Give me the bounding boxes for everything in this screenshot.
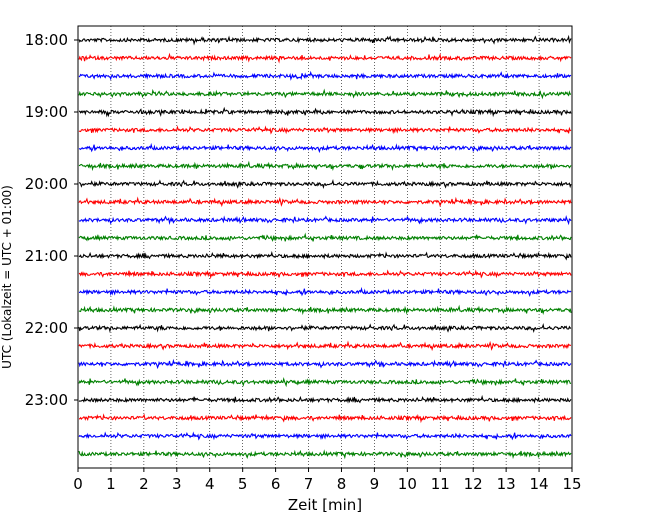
trace-2100 <box>78 250 572 261</box>
x-tick-label: 3 <box>172 475 182 493</box>
trace-2330 <box>78 431 572 441</box>
x-axis: 0 1 2 3 4 5 6 7 8 9 10 11 12 13 14 15 <box>73 468 582 493</box>
trace-layer <box>78 34 572 460</box>
trace-1915 <box>78 125 572 135</box>
x-tick-label: 9 <box>370 475 380 493</box>
x-tick-label: 12 <box>464 475 483 493</box>
y-axis-label: UTC (Lokalzeit = UTC + 01:00) <box>0 185 14 369</box>
x-tick-label: 10 <box>398 475 417 493</box>
y-tick-label: 21:00 <box>25 247 68 265</box>
x-tick-label: 4 <box>205 475 215 493</box>
trace-2345 <box>78 449 572 460</box>
trace-1900 <box>78 106 572 118</box>
x-tick-label: 1 <box>106 475 116 493</box>
trace-2200 <box>78 323 572 334</box>
trace-2045 <box>78 232 572 242</box>
y-tick-label: 18:00 <box>25 31 68 49</box>
trace-1930 <box>78 142 572 154</box>
trace-2215 <box>78 340 571 352</box>
trace-1830 <box>78 70 572 81</box>
trace-2030 <box>78 214 572 226</box>
y-tick-label: 19:00 <box>25 103 68 121</box>
trace-2000 <box>79 179 572 189</box>
x-tick-label: 13 <box>497 475 516 493</box>
x-tick-label: 7 <box>304 475 314 493</box>
x-tick-label: 0 <box>73 475 83 493</box>
trace-1845 <box>78 88 571 100</box>
x-axis-label: Zeit [min] <box>288 496 362 514</box>
x-tick-label: 15 <box>562 475 581 493</box>
trace-2115 <box>78 269 572 280</box>
trace-2145 <box>78 304 572 316</box>
trace-2015 <box>78 196 572 208</box>
y-tick-label: 20:00 <box>25 175 68 193</box>
trace-2245 <box>78 376 572 388</box>
y-tick-label: 23:00 <box>25 391 68 409</box>
trace-2300 <box>78 394 572 404</box>
x-tick-label: 6 <box>271 475 281 493</box>
x-tick-label: 5 <box>238 475 248 493</box>
x-tick-label: 11 <box>431 475 450 493</box>
trace-1800 <box>78 34 572 46</box>
plot-frame <box>77 25 573 469</box>
trace-2130 <box>78 286 572 298</box>
x-tick-label: 8 <box>337 475 347 493</box>
x-tick-label: 2 <box>139 475 149 493</box>
trace-2315 <box>79 413 572 424</box>
trace-1945 <box>78 160 572 172</box>
y-tick-label: 22:00 <box>25 319 68 337</box>
y-axis: 18:00 19:00 20:00 21:00 22:00 23:00 <box>25 31 78 409</box>
x-tick-label: 14 <box>530 475 549 493</box>
trace-2230 <box>78 358 572 370</box>
trace-1815 <box>78 52 572 64</box>
